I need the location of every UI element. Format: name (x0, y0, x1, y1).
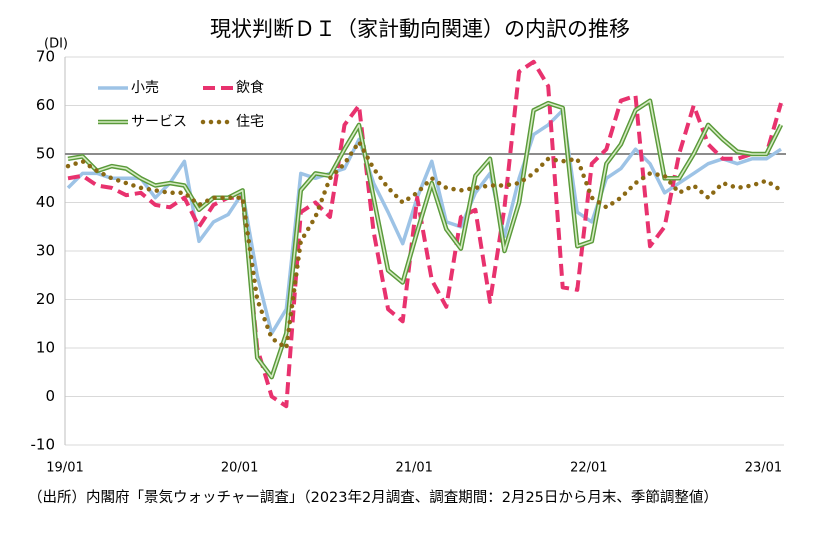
y-tick-label: 0 (45, 387, 55, 405)
source-note: （出所）内閣府「景気ウォッチャー調査」（2023年2月調査、調査期間：2月25日… (28, 488, 718, 506)
y-tick-label: 50 (36, 145, 55, 163)
y-tick-label: 10 (36, 339, 55, 357)
y-axis-label: (DI) (44, 37, 68, 52)
series-line (65, 139, 784, 351)
legend-label: サービス (131, 114, 187, 130)
legend-label: 住宅 (236, 114, 264, 130)
y-tick-label: 30 (36, 242, 55, 260)
legend-label: 小売 (131, 80, 159, 96)
y-tick-label: -10 (31, 436, 56, 454)
x-tick-label: 23/01 (745, 461, 782, 476)
series-line-inner (67, 99, 782, 378)
y-tick-label: 20 (36, 290, 55, 308)
chart-title: 現状判断ＤＩ（家計動向関連）の内訳の推移 (210, 17, 630, 41)
y-tick-label: 40 (36, 193, 55, 211)
series-line (66, 108, 782, 336)
y-tick-label: 60 (36, 96, 55, 114)
y-tick-label: 70 (36, 48, 55, 66)
x-tick-label: 22/01 (570, 461, 607, 476)
x-tick-label: 21/01 (395, 461, 432, 476)
x-tick-label: 20/01 (221, 461, 258, 476)
legend-label: 飲食 (236, 79, 264, 96)
x-tick-label: 19/01 (46, 461, 83, 476)
series-line (67, 59, 783, 409)
